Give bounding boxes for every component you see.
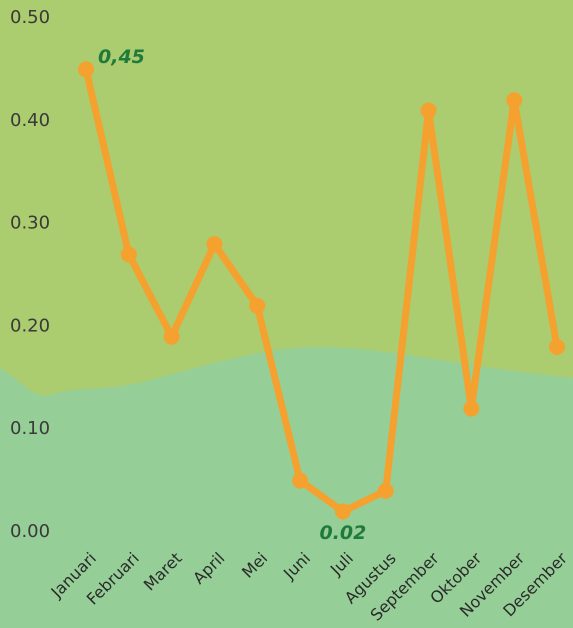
point <box>335 503 351 519</box>
value-label: 0,45 <box>98 46 145 68</box>
point <box>549 339 565 355</box>
y-tick-label: 0.50 <box>10 7 50 28</box>
point <box>206 236 222 252</box>
y-tick-label: 0.30 <box>10 213 50 234</box>
y-tick-label: 0.40 <box>10 110 50 131</box>
chart: 0.000.100.200.300.400.50JanuariFebruariM… <box>0 0 573 628</box>
y-tick-label: 0.20 <box>10 315 50 336</box>
y-tick-label: 0.00 <box>10 521 50 542</box>
point <box>292 473 308 489</box>
y-tick-label: 0.10 <box>10 418 50 439</box>
value-label: 0.02 <box>319 522 366 544</box>
point <box>164 329 180 345</box>
point <box>463 401 479 417</box>
point <box>121 246 137 262</box>
point <box>506 92 522 108</box>
point <box>378 483 394 499</box>
point <box>249 298 265 314</box>
point <box>421 103 437 119</box>
point <box>78 61 94 77</box>
